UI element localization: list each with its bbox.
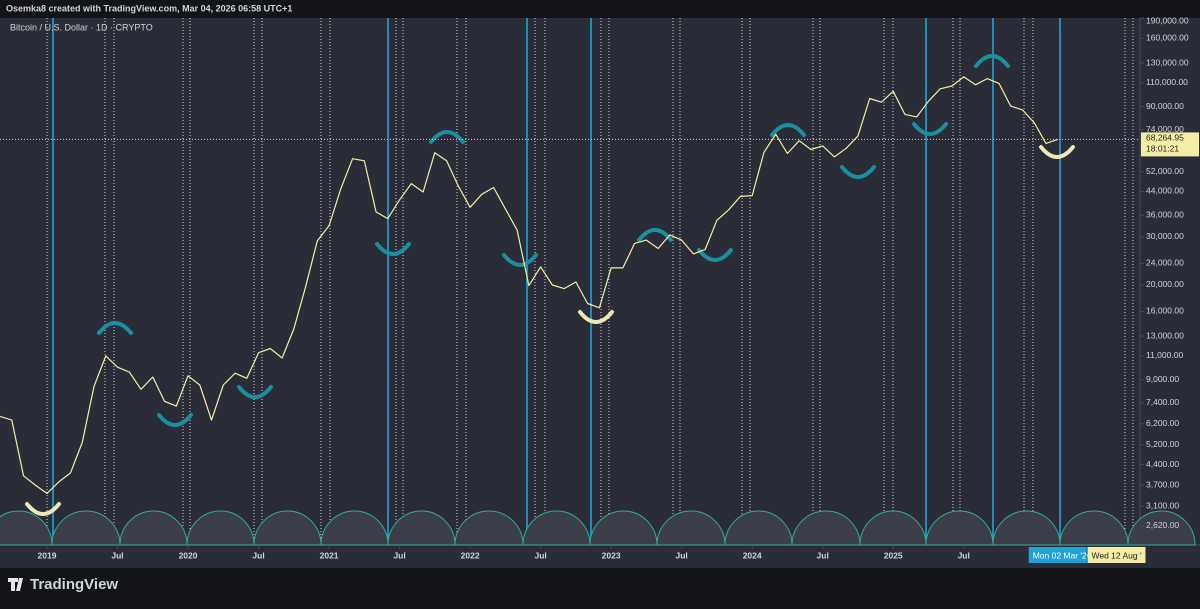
header: Osemka8 created with TradingView.com, Ma… — [6, 3, 292, 13]
x-tick-label: 2020 — [179, 550, 198, 560]
cycle-arc — [119, 510, 188, 546]
y-tick-label: 7,400.00 — [1146, 397, 1179, 407]
top-marker — [974, 54, 1010, 68]
y-tick-label: 74,000.00 — [1146, 124, 1184, 134]
cycle-arc — [454, 510, 524, 546]
y-tick-label: 11,000.00 — [1146, 350, 1183, 360]
x-tick-label: Jul — [393, 550, 405, 560]
cycle-arc — [0, 510, 53, 546]
footer-brand: TradingView — [30, 576, 118, 593]
x-tick-label: 2021 — [320, 550, 339, 560]
top-marker — [429, 130, 465, 144]
cycle-arc — [253, 510, 322, 546]
x-tick-label: 2025 — [884, 550, 903, 560]
y-tick-label: 16,000.00 — [1146, 306, 1184, 316]
bottom-marker — [157, 413, 193, 427]
logo-icon — [8, 578, 23, 591]
y-tick-label: 190,000.00 — [1146, 15, 1189, 25]
y-tick-label: 36,000.00 — [1146, 210, 1184, 220]
plot-area — [0, 18, 1140, 545]
y-tick-label: 9,000.00 — [1146, 374, 1179, 384]
date-marker-label: Wed 12 Aug ' — [1091, 550, 1142, 560]
date-marker-box — [1028, 547, 1087, 563]
y-tick-label: 20,000.00 — [1146, 279, 1184, 289]
cycle-arc — [387, 510, 456, 546]
y-tick-label: 110,000.00 — [1146, 77, 1188, 87]
cycle-arc — [992, 510, 1061, 546]
y-tick-label: 4,400.00 — [1146, 459, 1179, 469]
countdown: 18:01:21 — [1146, 144, 1179, 154]
y-tick-label: 44,000.00 — [1146, 186, 1184, 196]
bottom-marker — [697, 248, 733, 262]
x-tick-label: Jul — [111, 550, 123, 560]
bottom-marker — [912, 122, 948, 136]
y-tick-label: 3,100.00 — [1146, 500, 1179, 510]
cycle-arc — [791, 510, 861, 546]
x-tick-label: Jul — [958, 550, 970, 560]
x-tick-label: 2023 — [602, 550, 621, 560]
drawings — [0, 18, 1196, 546]
y-tick-label: 3,700.00 — [1146, 479, 1179, 489]
date-marker-label: Mon 02 Mar '26 — [1033, 550, 1092, 560]
last-price-label: 68,264.95 — [1146, 133, 1184, 143]
y-tick-label: 2,620.00 — [1146, 520, 1179, 530]
x-tick-label: 2019 — [38, 550, 57, 560]
plot — [0, 76, 1140, 494]
cycle-arc — [522, 510, 591, 546]
cycle-arc — [724, 510, 793, 546]
date-marker-box — [1087, 547, 1146, 563]
bottom-marker — [375, 242, 411, 256]
cycle-arc — [1127, 510, 1196, 546]
bottom-marker — [25, 502, 61, 516]
cycle-arc — [186, 510, 255, 546]
cycle-arc — [51, 510, 121, 546]
cycle-arc — [656, 510, 726, 546]
y-tick-label: 5,200.00 — [1146, 439, 1179, 449]
cycle-arc — [859, 510, 927, 546]
last-price-box — [1141, 132, 1199, 157]
y-tick-label: 160,000.00 — [1146, 33, 1189, 43]
y-tick-label: 130,000.00 — [1146, 57, 1189, 67]
y-tick-label: 13,000.00 — [1146, 330, 1184, 340]
cycle-arc — [589, 510, 658, 546]
y-tick-label: 24,000.00 — [1146, 258, 1184, 268]
y-tick-label: 90,000.00 — [1146, 101, 1184, 111]
price-axis — [1140, 18, 1200, 545]
y-tick-label: 52,000.00 — [1146, 166, 1184, 176]
top-marker — [770, 123, 806, 137]
cycle-arc — [320, 510, 389, 546]
time-axis — [0, 545, 1200, 568]
bottom-marker — [840, 165, 876, 179]
logo: TradingView — [8, 576, 118, 593]
price-line — [0, 76, 1058, 494]
x-tick-label: Jul — [676, 550, 688, 560]
bottom-marker — [1039, 145, 1075, 159]
y-tick-label: 30,000.00 — [1146, 231, 1184, 241]
x-tick-label: Jul — [817, 550, 829, 560]
bottom-marker — [502, 253, 538, 267]
x-tick-label: Jul — [252, 550, 264, 560]
x-tick-label: Jul — [534, 550, 546, 560]
cycle-arc — [1059, 510, 1129, 546]
x-tick-label: 2024 — [743, 550, 762, 560]
y-tick-label: 6,200.00 — [1146, 418, 1179, 428]
bottom-marker — [578, 310, 614, 324]
cycle-arc — [925, 510, 994, 546]
chart-title: Bitcoin / U.S. Dollar · 1D · CRYPTO — [10, 22, 153, 32]
top-marker — [97, 321, 133, 335]
bottom-marker — [237, 385, 273, 399]
x-tick-label: 2022 — [461, 550, 480, 560]
